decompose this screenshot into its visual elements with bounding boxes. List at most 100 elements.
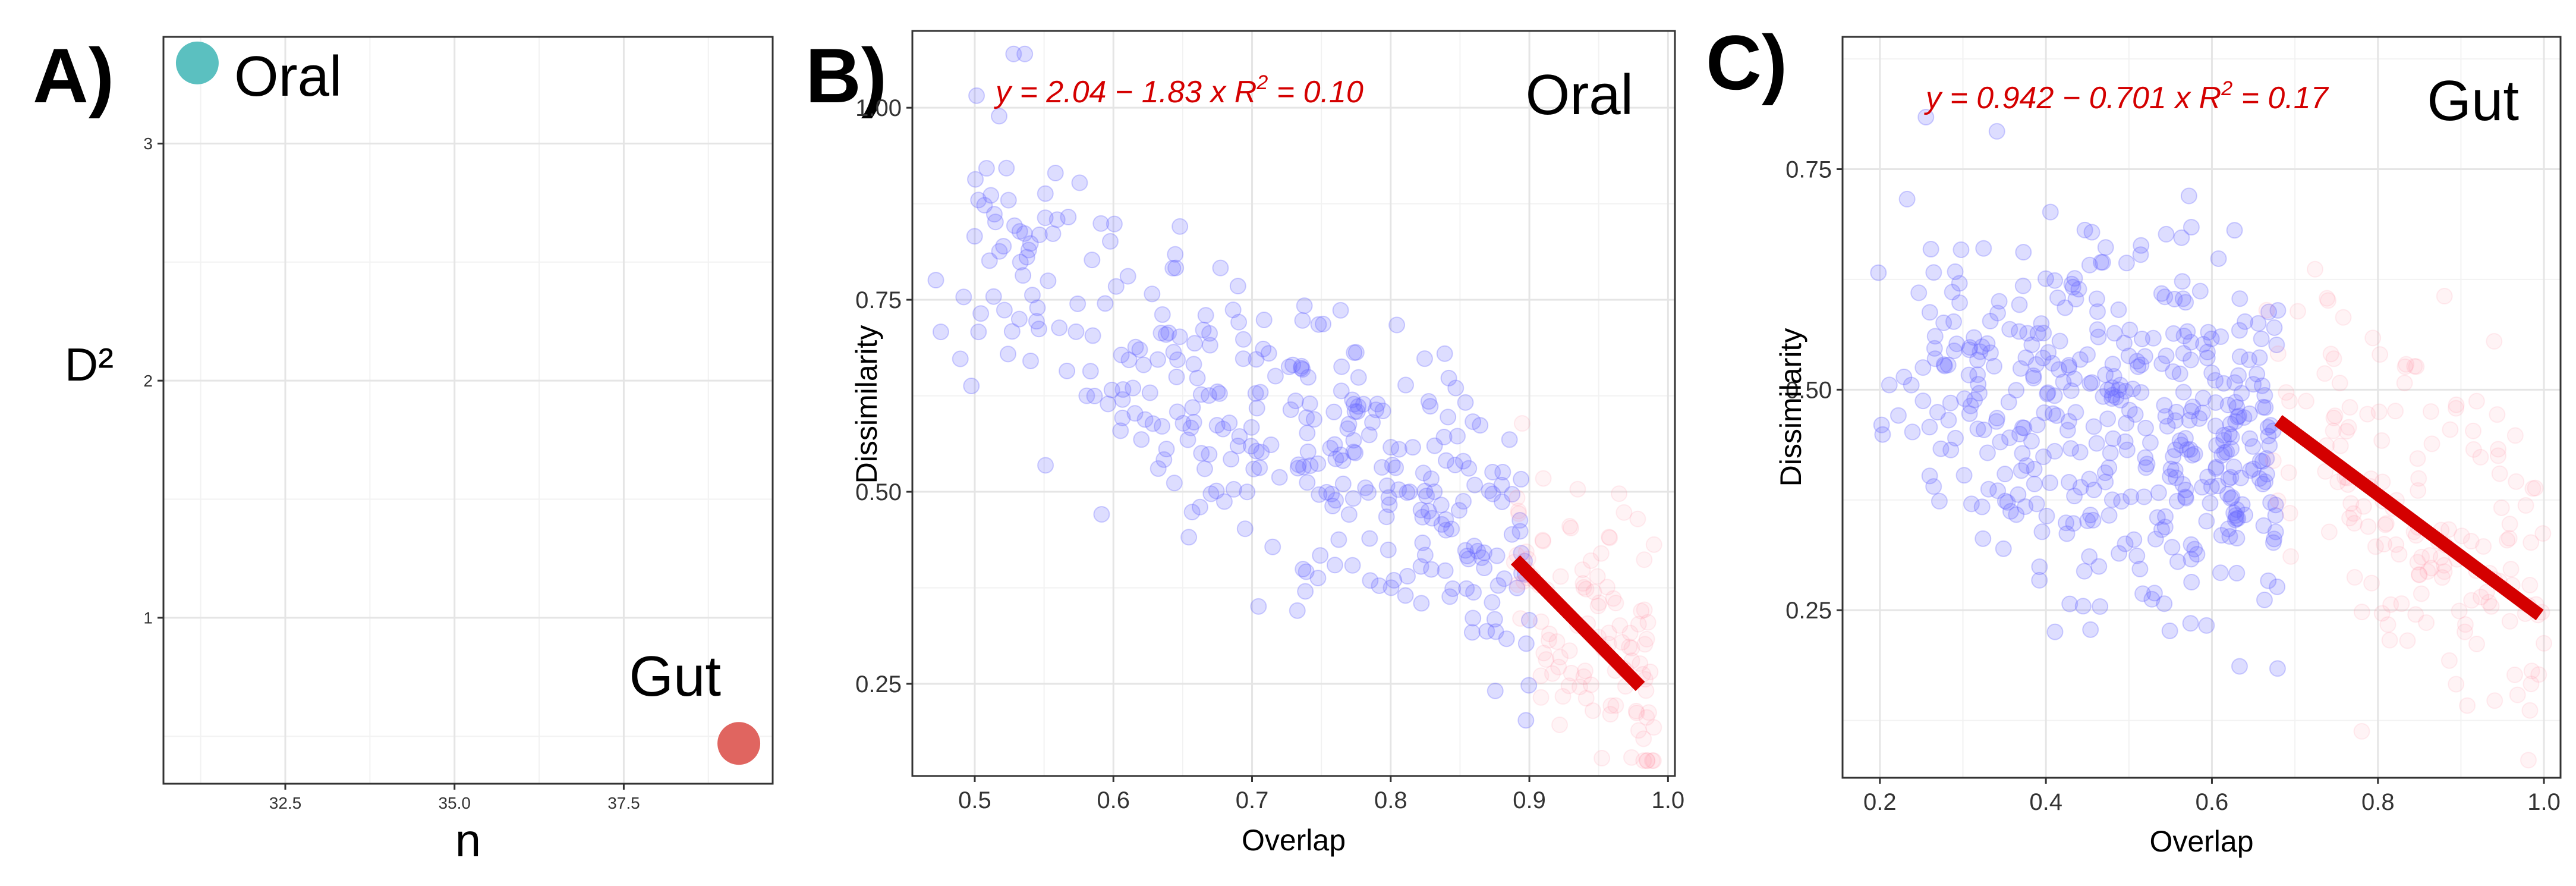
data-point-series-1 xyxy=(1437,521,1454,539)
data-point-series-1 xyxy=(1401,483,1418,501)
data-point-series-1 xyxy=(2253,377,2270,394)
data-point-series-1 xyxy=(2228,501,2246,519)
data-point-series-2 xyxy=(2396,375,2413,392)
data-point-series-1 xyxy=(2231,348,2249,365)
data-point-series-1 xyxy=(2258,466,2275,483)
data-point-series-1 xyxy=(1475,544,1492,561)
data-point-series-1 xyxy=(2076,563,2093,580)
data-point-series-1 xyxy=(1501,431,1518,448)
data-point-series-1 xyxy=(1214,420,1232,438)
data-point-series-1 xyxy=(2175,327,2193,344)
data-point-series-1 xyxy=(1368,401,1385,419)
data-point-series-1 xyxy=(2172,436,2190,454)
data-point-series-1 xyxy=(2198,513,2215,530)
data-point-series-1 xyxy=(1955,467,1973,484)
data-point-series-1 xyxy=(2215,426,2232,444)
data-point-series-1 xyxy=(2051,361,2068,378)
data-point-series-1 xyxy=(2231,658,2248,675)
data-point-series-1 xyxy=(2128,547,2146,564)
data-point-series-2 xyxy=(2373,432,2391,449)
data-point-series-1 xyxy=(1362,572,1379,589)
data-point-series-1 xyxy=(2257,399,2274,416)
data-point-series-1 xyxy=(2040,344,2057,361)
data-point-series-1 xyxy=(2183,551,2200,568)
data-point-series-2 xyxy=(1621,624,1639,642)
x-tick-label: 0.7 xyxy=(1236,787,1269,813)
data-point-series-1 xyxy=(1172,218,1189,235)
data-point-series-1 xyxy=(2218,444,2235,461)
data-point-series-1 xyxy=(2083,224,2101,241)
data-point-series-1 xyxy=(2121,321,2139,338)
data-point-series-2 xyxy=(1574,561,1591,579)
panel-label-b: B) xyxy=(805,32,887,119)
data-point-series-1 xyxy=(2227,511,2244,529)
data-point-series-1 xyxy=(2088,435,2105,452)
x-tick-label: 0.2 xyxy=(1863,789,1897,815)
data-point-series-1 xyxy=(2088,290,2105,307)
data-point-series-1 xyxy=(1339,420,1356,437)
data-point-series-2 xyxy=(2317,463,2334,480)
data-point-series-1 xyxy=(1890,407,1907,424)
data-point-series-1 xyxy=(1189,369,1206,387)
data-point-series-1 xyxy=(1149,351,1166,368)
data-point-series-2 xyxy=(2432,549,2449,566)
panel-corner-label: Gut xyxy=(2427,69,2519,133)
data-point-series-1 xyxy=(996,301,1013,319)
data-point-series-2 xyxy=(1607,595,1624,612)
data-point-series-1 xyxy=(1433,516,1450,533)
data-point-series-2 xyxy=(2442,421,2459,438)
data-point-series-1 xyxy=(1979,335,1996,352)
data-point-series-1 xyxy=(2191,410,2208,427)
data-point-series-1 xyxy=(1346,395,1363,413)
data-point-series-1 xyxy=(2001,429,2018,447)
data-point-series-2 xyxy=(1638,630,1655,648)
data-point-series-1 xyxy=(1985,357,2002,375)
data-point-series-1 xyxy=(2082,507,2099,524)
data-point-series-2 xyxy=(2448,676,2465,693)
data-point-series-1 xyxy=(1154,306,1171,323)
data-point-series-1 xyxy=(2183,573,2200,590)
data-point-series-1 xyxy=(2165,325,2182,342)
data-point-series-1 xyxy=(2079,512,2096,529)
data-point-series-1 xyxy=(2184,447,2201,464)
data-point-series-2 xyxy=(2493,499,2510,516)
data-point-series-1 xyxy=(2166,461,2184,479)
data-point-series-1 xyxy=(1484,485,1501,502)
data-point-series-1 xyxy=(1378,508,1395,526)
data-point-series-1 xyxy=(1327,492,1344,509)
data-point-series-1 xyxy=(1973,338,1991,356)
data-point-series-1 xyxy=(2231,407,2248,425)
data-point-series-1 xyxy=(2162,468,2179,485)
data-point-series-1 xyxy=(2144,329,2162,347)
data-point-series-2 xyxy=(1532,689,1550,706)
data-point-series-1 xyxy=(1969,351,1986,369)
data-point-series-1 xyxy=(1935,356,1953,373)
data-point-series-1 xyxy=(982,187,1000,204)
data-point-series-1 xyxy=(2066,488,2083,505)
data-point-series-1 xyxy=(2262,494,2279,511)
data-point-series-1 xyxy=(1010,310,1028,328)
data-point-series-1 xyxy=(2039,384,2057,401)
data-point-series-1 xyxy=(1435,429,1453,446)
data-point-series-1 xyxy=(1956,390,1973,407)
data-point-series-1 xyxy=(1193,445,1210,462)
data-point-series-1 xyxy=(2044,405,2061,422)
data-point-series-1 xyxy=(1484,463,1501,480)
data-point-series-1 xyxy=(2232,469,2249,486)
data-point-series-1 xyxy=(1473,549,1490,566)
data-point-series-1 xyxy=(2227,507,2244,524)
data-point-series-2 xyxy=(1560,677,1577,695)
data-point-series-2 xyxy=(2423,435,2440,453)
data-point-series-2 xyxy=(1633,602,1650,620)
panel-label-c: C) xyxy=(1706,19,1787,106)
data-point-series-1 xyxy=(2177,481,2194,498)
data-point-series-2 xyxy=(1517,543,1535,561)
data-point-series-1 xyxy=(2182,615,2199,632)
data-point-series-1 xyxy=(1290,456,1307,473)
data-point-series-1 xyxy=(972,305,990,322)
data-point-series-1 xyxy=(2029,416,2046,433)
data-point-series-1 xyxy=(2099,410,2117,428)
data-point-series-2 xyxy=(2433,569,2451,586)
data-point-series-1 xyxy=(2105,430,2122,447)
data-point-series-2 xyxy=(2345,505,2362,522)
